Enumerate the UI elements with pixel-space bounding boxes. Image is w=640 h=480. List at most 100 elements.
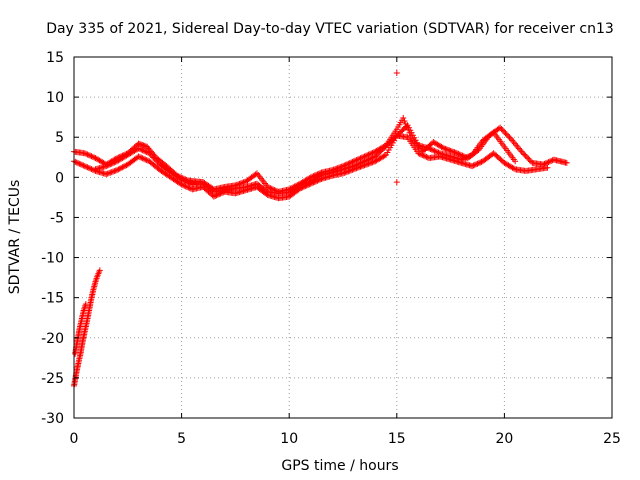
chart-title: Day 335 of 2021, Sidereal Day-to-day VTE… [46,21,614,37]
data-point [135,153,142,160]
data-point [111,168,118,175]
data-point [545,159,552,166]
data-point [398,128,405,135]
data-point [298,181,305,188]
data-point [135,145,142,152]
data-point [385,140,392,147]
series-track-c [92,122,519,197]
data-point [186,180,193,187]
data-point [142,148,149,155]
data-point [305,179,312,186]
data-point [387,138,394,145]
data-point [405,124,412,131]
data-point [373,152,380,159]
data-point [400,114,407,121]
data-point [142,156,149,163]
data-point [365,156,372,163]
data-point [147,151,154,158]
data-point [401,117,408,124]
data-point [107,169,114,176]
y-tick-label: 5 [55,130,64,146]
data-point [458,156,465,163]
data-point [296,182,303,189]
data-point [73,159,80,166]
data-point [179,177,186,184]
plot-frame [73,56,613,419]
data-point [505,133,512,140]
data-point [409,132,416,139]
data-point [91,167,98,174]
data-point [87,152,94,159]
data-point [518,148,525,155]
data-point [465,153,472,160]
data-point [372,153,379,160]
data-point [306,178,313,185]
data-point [120,163,127,170]
data-point [89,153,96,160]
data-point [354,161,361,168]
y-tick-label: 10 [46,90,64,106]
data-point [80,162,87,169]
data-point [115,166,122,173]
data-point [96,267,103,274]
data-point [510,165,517,172]
data-point [151,155,158,162]
data-point [470,162,477,169]
data-point [107,161,114,168]
data-point [252,171,259,178]
data-point [299,181,306,188]
data-point [523,154,530,161]
data-point [432,148,439,155]
data-point [72,158,79,165]
data-point [473,161,480,168]
data-point [383,142,390,149]
data-point [84,151,91,158]
data-point [377,148,384,155]
data-point [461,155,468,162]
data-point [427,146,434,153]
series-outliers [393,70,400,186]
data-point [544,164,551,171]
data-point [362,157,369,164]
data-point [430,147,437,154]
x-tick-label: 5 [177,431,186,447]
data-point [395,130,402,137]
data-point [525,155,532,162]
data-point [295,183,302,190]
data-point [381,152,388,159]
data-point [114,167,121,174]
x-tick-label: 25 [603,431,621,447]
data-point [140,155,147,162]
data-point [489,130,496,137]
data-point [149,153,156,160]
data-point [116,165,123,172]
data-point [502,130,509,137]
grid [74,57,612,418]
x-tick-label: 15 [388,431,406,447]
data-point [77,161,84,168]
data-point [378,147,385,154]
data-point [376,149,383,156]
data-point [185,179,192,186]
data-point [240,179,247,186]
data-point [263,187,270,194]
data-point [366,155,373,162]
y-tick-label: 0 [55,170,64,186]
data-point [138,154,145,161]
data-point [399,127,406,134]
data-point [386,139,393,146]
axis-ticks: 0 5 10 15 20 25 -30 -25 -20 -15 -10 -5 0 5 10 15 [41,50,621,447]
data-point [350,163,357,170]
data-point [475,160,482,167]
data-point [79,161,86,168]
data-point [391,134,398,141]
data-point [498,125,505,132]
data-point [140,147,147,154]
data-point [146,150,153,157]
y-tick-label: -30 [41,411,64,427]
y-tick-label: -10 [41,251,64,267]
data-point [435,149,442,156]
data-point [413,139,420,146]
